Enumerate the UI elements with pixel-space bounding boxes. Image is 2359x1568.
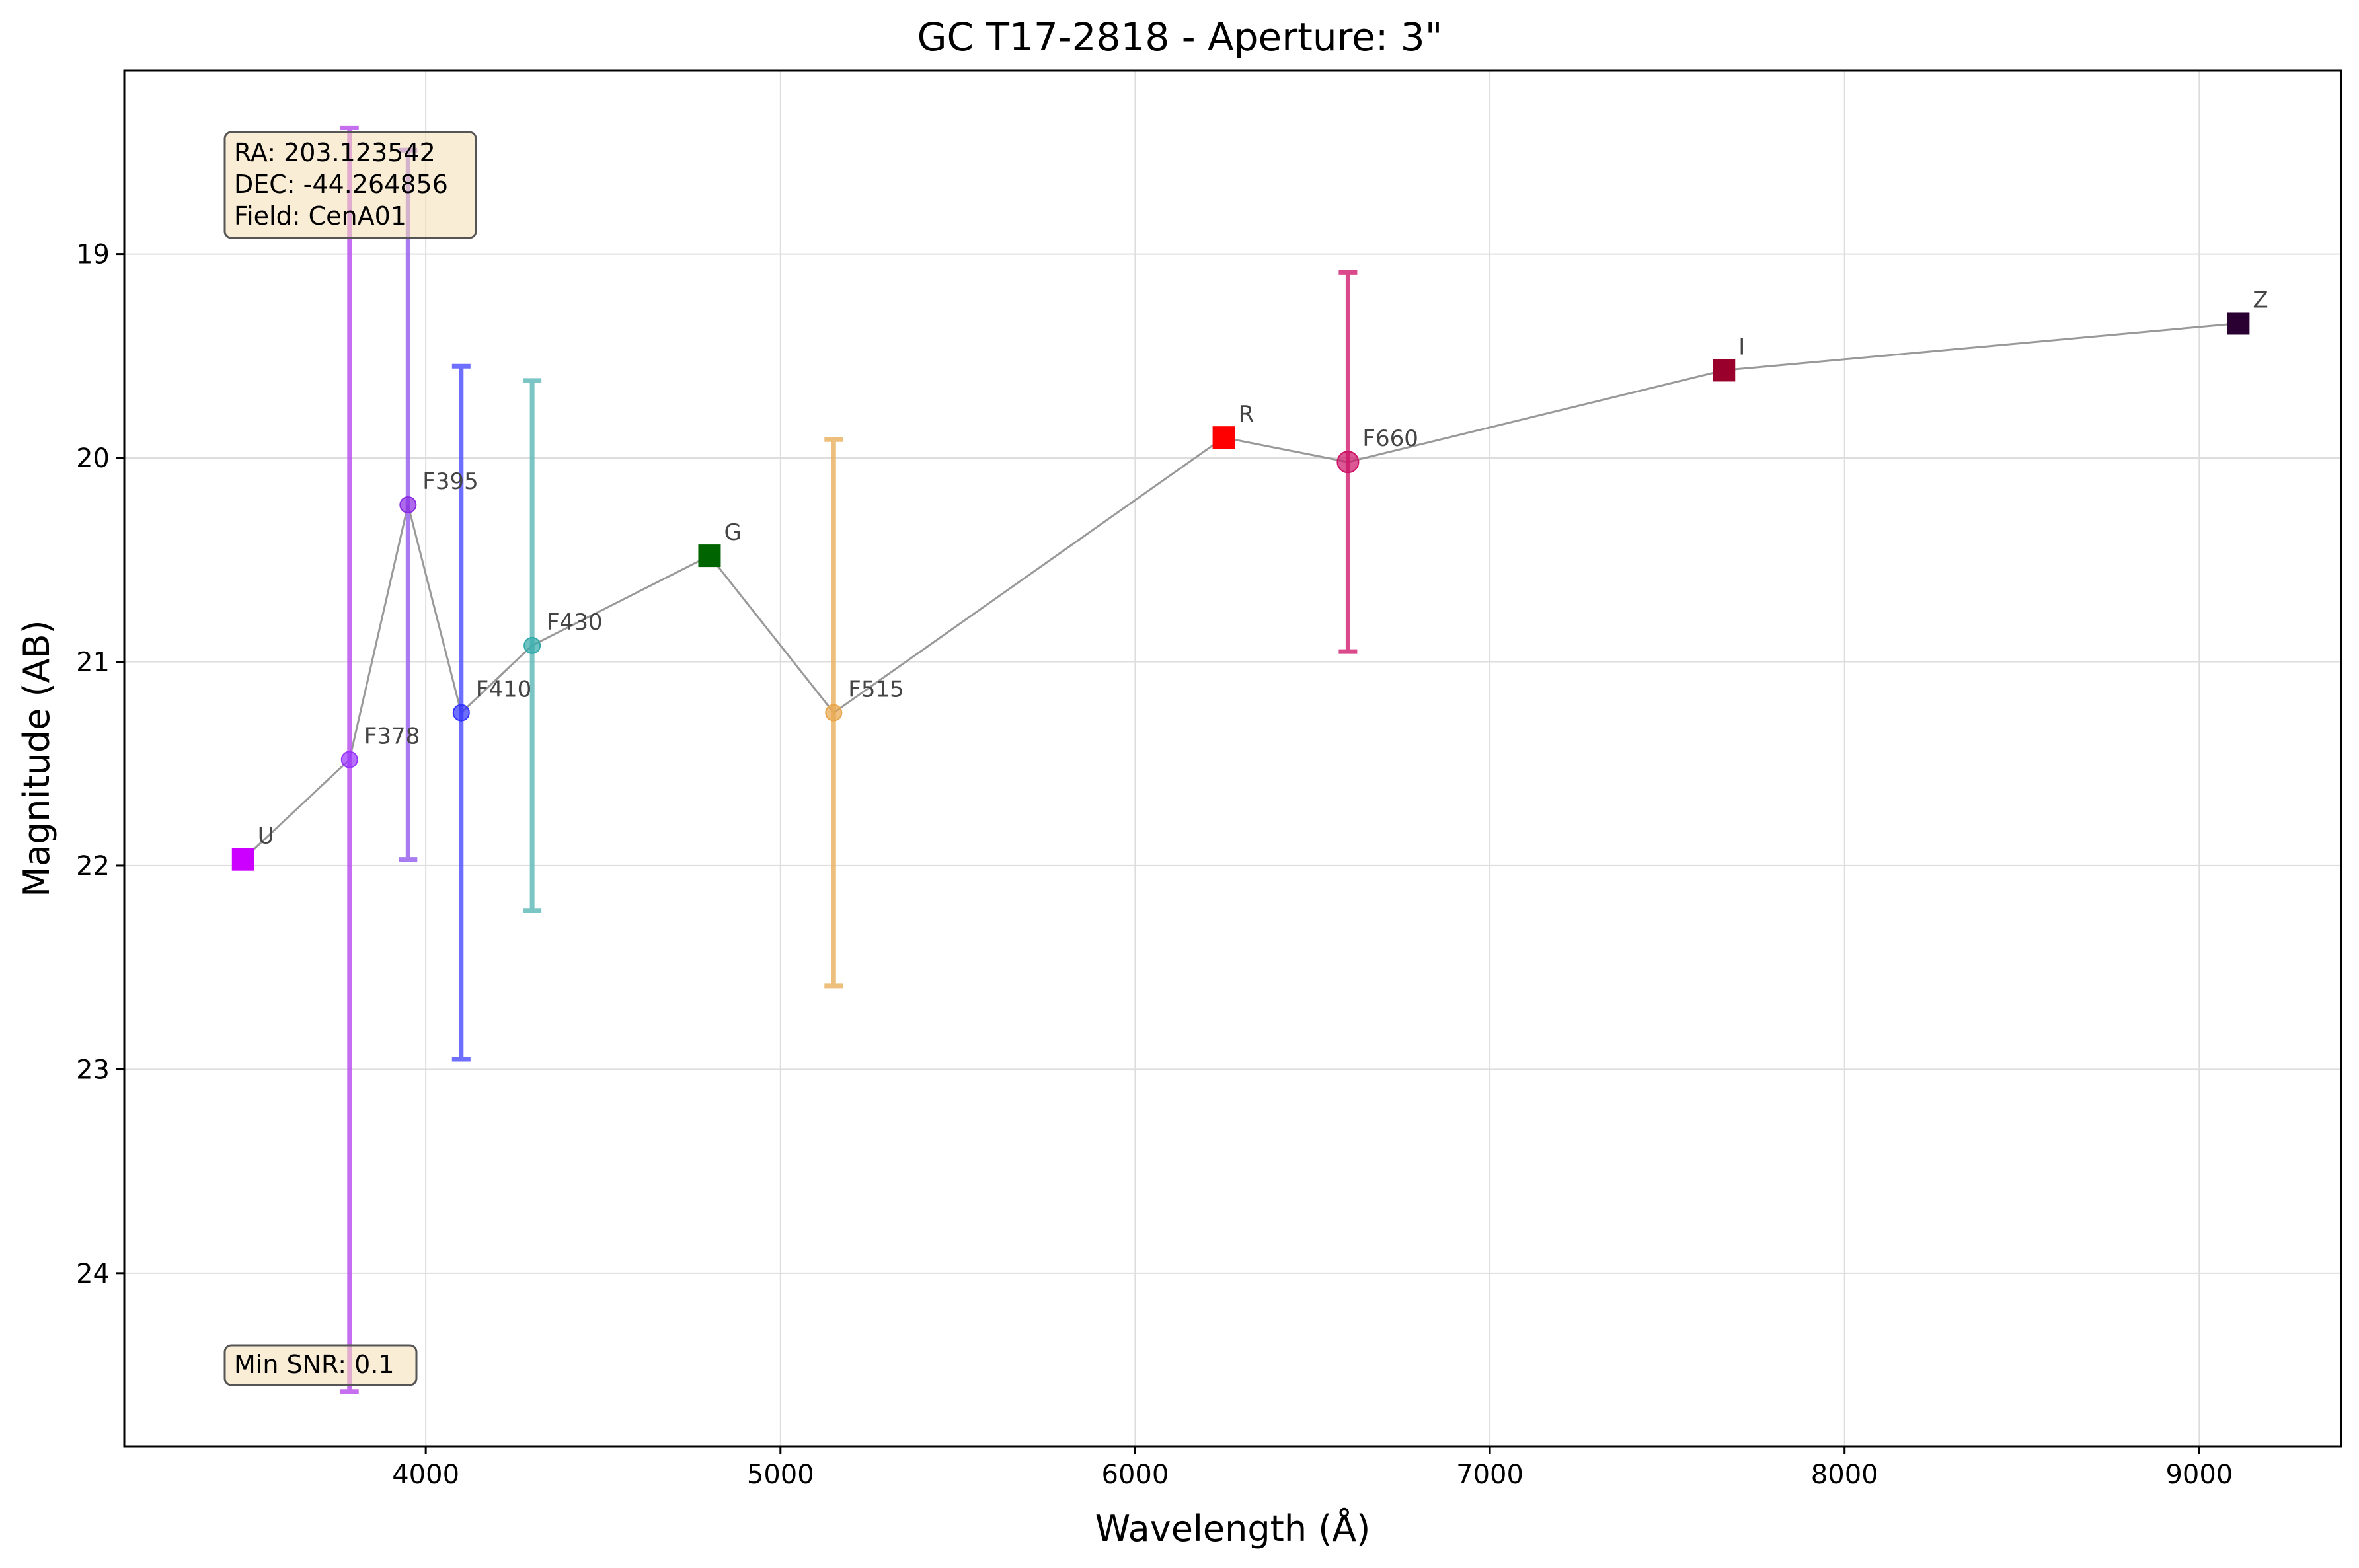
marker-f660 [1336,451,1360,474]
marker-r [1212,426,1235,449]
y-tick-label: 22 [76,851,110,881]
y-tick-label: 23 [76,1055,110,1085]
x-axis-ticks: 4000 5000 6000 7000 8000 9000 [392,1446,2233,1490]
y-tick-label: 20 [76,443,110,474]
point-label-r: R [1239,401,1255,428]
info-box-background [223,131,477,239]
x-tick-label: 7000 [1456,1460,1524,1490]
data-markers [231,312,2250,871]
y-axis-ticks: 19 20 21 22 23 24 [76,240,124,1289]
point-label-f515: F515 [848,677,904,703]
marker-f515 [825,704,843,722]
marker-g [698,544,721,568]
info-field: Field: CenA01 [234,202,406,231]
coordinates-info-box: RA: 203.123542 DEC: -44.264856 Field: Ce… [223,131,477,239]
marker-z [2227,312,2250,335]
error-bars [340,125,1358,1394]
marker-f410 [452,704,470,722]
x-tick-label: 4000 [392,1460,459,1490]
plot-frame [123,69,2342,1448]
point-label-z: Z [2253,287,2268,313]
y-tick-label: 24 [76,1259,110,1289]
y-tick-label: 19 [76,240,110,270]
y-tick-label: 21 [76,647,110,677]
grid-lines [124,71,2341,1446]
min-snr-box: Min SNR: 0.1 [223,1344,418,1386]
marker-f430 [523,636,541,654]
info-ra: RA: 203.123542 [234,138,436,167]
x-axis-label: Wavelength (Å) [1095,1507,1371,1549]
point-label-i: I [1738,334,1745,360]
point-label-u: U [258,823,274,850]
info-dec: DEC: -44.264856 [234,170,448,199]
point-labels: U F378 F395 F410 F430 G F515 R F660 I Z [258,287,2268,849]
point-label-f378: F378 [364,724,420,750]
point-label-g: G [724,519,741,546]
marker-i [1713,359,1736,382]
chart-title: GC T17-2818 - Aperture: 3" [917,15,1443,59]
point-label-f410: F410 [476,677,531,703]
y-axis-label: Magnitude (AB) [16,620,58,897]
snr-box-background [223,1344,418,1386]
point-label-f430: F430 [547,609,602,636]
snr-box-text: Min SNR: 0.1 [234,1350,395,1379]
marker-f395 [399,496,417,513]
point-label-f395: F395 [422,468,478,495]
x-tick-label: 8000 [1811,1460,1878,1490]
x-tick-label: 5000 [747,1460,814,1490]
marker-f378 [340,751,358,768]
x-tick-label: 9000 [2165,1460,2233,1490]
x-tick-label: 6000 [1102,1460,1169,1490]
point-label-f660: F660 [1362,426,1418,452]
marker-u [231,848,254,871]
